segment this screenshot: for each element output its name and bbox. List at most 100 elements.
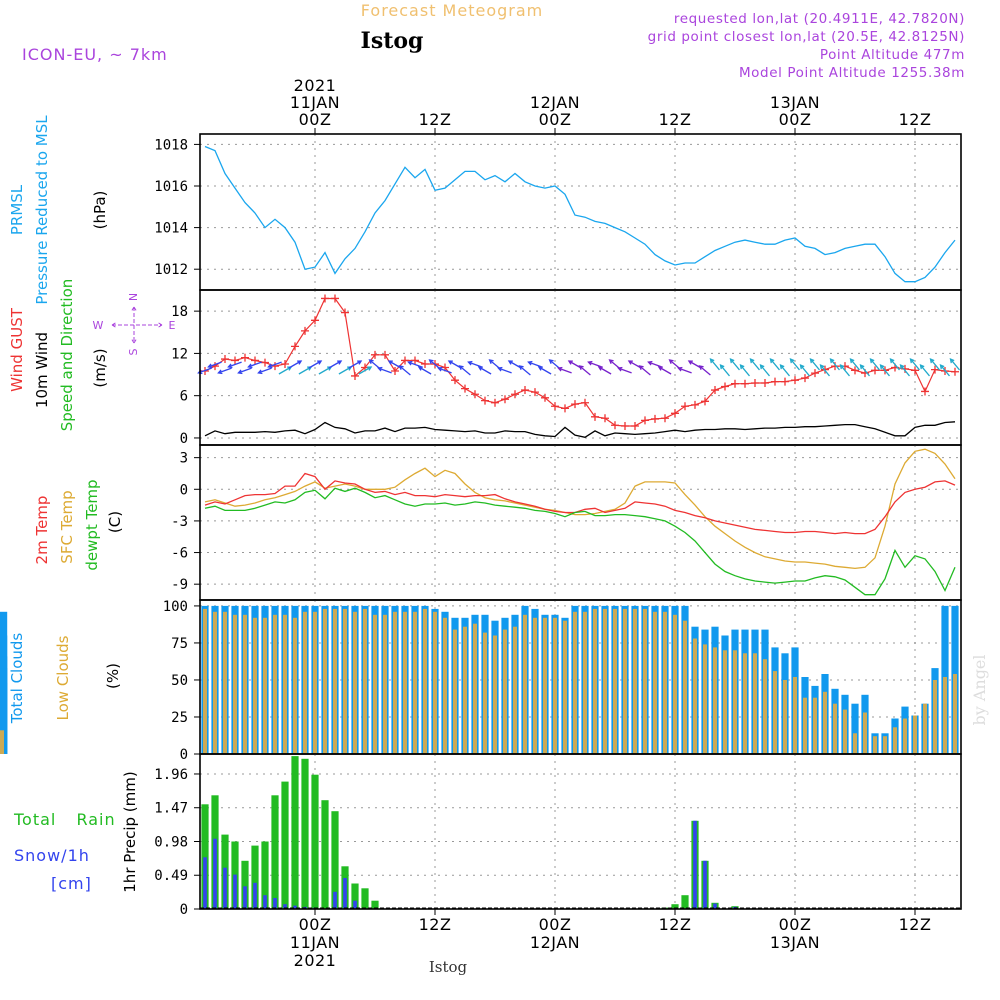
low-clouds-bar (553, 617, 557, 754)
y-tick-label: -3 (171, 514, 188, 530)
snow-bar (223, 867, 227, 909)
low-clouds-bar (773, 671, 777, 754)
snow-bar (693, 820, 697, 909)
gust-marker (221, 355, 229, 364)
low-clouds-bar (463, 626, 467, 754)
gust-marker (531, 388, 539, 397)
wind-direction-arrow (207, 361, 222, 369)
gust-marker (541, 393, 549, 402)
low-clouds-bar (703, 644, 707, 754)
gust-marker (591, 412, 599, 421)
info-line-2: grid point closest lon,lat (20.5E, 42.81… (648, 29, 965, 45)
wind-speed-line (204, 421, 956, 438)
y-tick-label: 6 (180, 389, 188, 405)
gust-marker (281, 359, 289, 368)
bottom-time-label: 13JAN (770, 933, 820, 952)
rain-bar (331, 811, 339, 909)
gust-marker (831, 362, 839, 371)
low-clouds-bar (233, 614, 237, 754)
snow-bar (273, 898, 277, 909)
gust-marker (681, 402, 689, 411)
gust-marker (241, 353, 249, 362)
gust-marker (791, 376, 799, 385)
wind-direction-arrow (537, 366, 552, 375)
model-label: ICON-EU, ~ 7km (22, 45, 168, 64)
y-tick-label: 1016 (154, 179, 188, 195)
temp-dewpoint-line (204, 487, 956, 596)
wind-direction-arrow (799, 364, 810, 377)
wind-direction-arrow (879, 364, 890, 377)
wind-direction-arrow (227, 361, 242, 369)
gust-marker (761, 379, 769, 387)
rain-bar (241, 860, 249, 909)
low-clouds-bar (813, 697, 817, 754)
low-clouds-bar (413, 611, 417, 754)
gust-marker (391, 367, 399, 376)
wind-direction-arrow (497, 366, 512, 374)
wind-direction-arrow (749, 358, 760, 371)
rain-bar (361, 888, 369, 909)
low-clouds-bar (0, 730, 4, 754)
gust-marker (571, 400, 579, 409)
rain-bar (671, 904, 679, 909)
panel-frame (199, 133, 962, 291)
low-clouds-bar (743, 653, 747, 754)
wind-direction-arrow (217, 367, 232, 375)
rain-bar (281, 781, 289, 909)
y-tick-label: 0 (180, 902, 188, 918)
compass-e: E (169, 319, 176, 332)
y-tick-label: 0.49 (154, 868, 188, 884)
gust-marker (671, 409, 679, 418)
bottom-time-label: 11JAN (290, 933, 340, 952)
gust-marker (721, 382, 729, 391)
snow-bar (713, 903, 717, 909)
wind-direction-arrow (729, 358, 740, 371)
bottom-time-label: 12Z (659, 915, 692, 934)
bottom-time-label: 00Z (779, 915, 812, 934)
gust-marker (321, 294, 329, 303)
bottom-time-label: 2021 (294, 951, 337, 970)
y-tick-label: 50 (171, 673, 188, 689)
wind-direction-arrow (247, 361, 262, 369)
low-clouds-bar (893, 727, 897, 754)
low-clouds-bar (453, 629, 457, 754)
gust-marker (611, 421, 619, 430)
gust-marker (951, 367, 959, 376)
wind-gust-line (204, 297, 956, 427)
wind-direction-arrow (398, 365, 411, 376)
y-tick-label: 3 (180, 451, 188, 467)
y-tick-label: -9 (171, 577, 188, 593)
info-line-3: Point Altitude 477m (820, 47, 965, 63)
top-time-label: 12Z (419, 110, 452, 129)
wind-direction-arrow (899, 364, 910, 377)
panel-frame (199, 753, 962, 910)
low-clouds-bar (273, 614, 277, 754)
low-clouds-bar (863, 712, 867, 754)
wind-direction-arrow (909, 358, 920, 371)
wind-direction-arrow (557, 366, 572, 374)
snow-bar (353, 900, 357, 909)
panels: 1012 1014 1016 1018 PRMSL Pressure Reduced to… (0, 115, 962, 918)
low-clouds-bar (673, 614, 677, 754)
low-clouds-bar (763, 659, 767, 754)
y-tick-label: 12 (171, 346, 188, 362)
wind-direction-arrow (839, 364, 850, 377)
wind-direction-arrow (709, 358, 720, 371)
low-clouds-bar (483, 632, 487, 754)
wind-direction-arrow (859, 364, 870, 377)
gust-marker (701, 397, 709, 406)
rain-bar (311, 774, 319, 909)
y-tick-label: 0.98 (154, 834, 188, 850)
wind-direction-arrow (447, 360, 462, 369)
gust-marker (561, 404, 569, 413)
wind-direction-arrow (698, 365, 711, 376)
wind-direction-arrow (719, 364, 730, 377)
ylabel-cm: [cm] (51, 874, 92, 893)
rain-bar (291, 756, 299, 909)
wind-direction-arrow (328, 360, 343, 369)
total-clouds-bar (0, 668, 8, 754)
gust-marker (291, 342, 299, 351)
low-clouds-bar (933, 680, 937, 754)
wind-direction-arrow (407, 360, 422, 368)
